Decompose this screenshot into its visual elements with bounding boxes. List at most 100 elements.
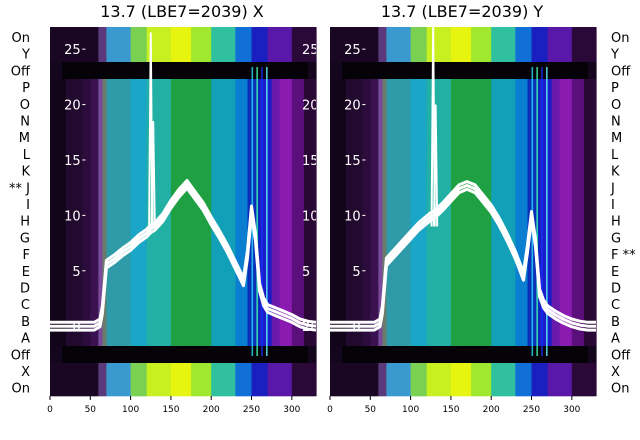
heatmap-cell [223, 212, 228, 229]
heatmap-cell [215, 179, 220, 196]
heatmap-cell [162, 162, 168, 180]
heatmap-cell [410, 79, 416, 96]
heatmap-cell [231, 312, 236, 330]
heatmap-cell [118, 128, 124, 146]
heatmap-cell [491, 212, 496, 229]
heatmap-cell [199, 162, 204, 180]
heatmap-cell [219, 45, 224, 63]
heatmap-cell [438, 27, 444, 46]
row-label: K [611, 165, 620, 180]
heatmap-cell [503, 95, 508, 113]
y-tick-label-edge: 10 [302, 209, 319, 224]
heatmap-cell [531, 27, 537, 46]
heatmap-cell [154, 346, 160, 364]
heatmap-cell [215, 262, 220, 280]
heatmap-cell [94, 145, 99, 163]
heatmap-cell [362, 245, 367, 263]
heatmap-cell [418, 179, 424, 196]
heatmap-cell [591, 245, 597, 263]
heatmap-cell [330, 262, 335, 280]
heatmap-cell [178, 79, 184, 96]
heatmap-cell [527, 245, 533, 263]
heatmap-cell [50, 228, 55, 246]
heatmap-cell [74, 95, 79, 113]
heatmap-cell [467, 162, 472, 180]
heatmap-cell [74, 346, 79, 364]
heatmap-cell [491, 312, 496, 330]
heatmap-cell [338, 79, 343, 96]
heatmap-cell [291, 379, 297, 397]
heatmap-cell [82, 112, 87, 129]
heatmap-cell [118, 228, 124, 246]
heatmap-cell [114, 212, 120, 229]
heatmap-cell [82, 128, 87, 146]
heatmap-cell [438, 128, 444, 146]
heatmap-cell [458, 95, 464, 113]
heatmap-cell [511, 329, 516, 347]
heatmap-cell [450, 62, 456, 80]
heatmap-cell [162, 128, 168, 146]
heatmap-cell [235, 295, 241, 313]
heatmap-cell [183, 27, 188, 46]
heatmap-cell [114, 279, 120, 296]
heatmap-cell [215, 162, 220, 180]
heatmap-cell [414, 112, 420, 129]
heatmap-cell [398, 295, 404, 313]
heatmap-cell [571, 379, 577, 397]
heatmap-cell [531, 162, 537, 180]
heatmap-cell [426, 228, 432, 246]
row-label: M [611, 131, 622, 146]
heatmap-cell [303, 346, 309, 364]
heatmap-cell [479, 45, 484, 63]
heatmap-cell [559, 279, 565, 296]
heatmap-cell [50, 195, 55, 213]
heatmap-cell [126, 295, 132, 313]
heatmap-cell [142, 312, 148, 330]
heatmap-cell [263, 45, 269, 63]
heatmap-cell [426, 329, 432, 347]
heatmap-cell [454, 128, 460, 146]
heatmap-cell [450, 112, 456, 129]
heatmap-cell [374, 162, 379, 180]
y-tick-label: 15 [64, 154, 81, 169]
heatmap-cell [187, 279, 192, 296]
heatmap-cell [98, 27, 103, 46]
heatmap-cell [287, 95, 293, 113]
heatmap-cell [275, 79, 281, 96]
heatmap-cell [503, 112, 508, 129]
heatmap-cell [295, 228, 301, 246]
heatmap-cell [378, 62, 383, 80]
heatmap-cell [122, 195, 128, 213]
heatmap-cell [223, 62, 228, 80]
heatmap-cell [82, 329, 87, 347]
heatmap-cell [158, 262, 164, 280]
heatmap-cell [283, 79, 289, 96]
heatmap-cell [398, 128, 404, 146]
heatmap-cell [287, 346, 293, 364]
heatmap-cell [527, 45, 533, 63]
heatmap-cell [227, 128, 232, 146]
heatmap-cell [587, 312, 593, 330]
heatmap-cell [507, 62, 512, 80]
heatmap-cell [162, 95, 168, 113]
heatmap-cell [543, 62, 549, 80]
heatmap-cell [295, 245, 301, 263]
heatmap-cell [215, 195, 220, 213]
heatmap-cell [114, 346, 120, 364]
heatmap-cell [555, 112, 561, 129]
heatmap-cell [191, 212, 196, 229]
heatmap-cell [263, 195, 269, 213]
heatmap-cell [370, 95, 375, 113]
heatmap-cell [82, 95, 87, 113]
heatmap-cell [547, 279, 553, 296]
heatmap-cell [579, 262, 585, 280]
heatmap-cell [307, 295, 313, 313]
heatmap-cell [442, 145, 448, 163]
x-tick-label: 0 [327, 405, 333, 415]
heatmap-cell [531, 295, 537, 313]
heatmap-cell [90, 212, 95, 229]
heatmap-cell [187, 95, 192, 113]
heatmap-cell [243, 162, 249, 180]
heatmap-cell [374, 329, 379, 347]
heatmap-cell [211, 79, 216, 96]
